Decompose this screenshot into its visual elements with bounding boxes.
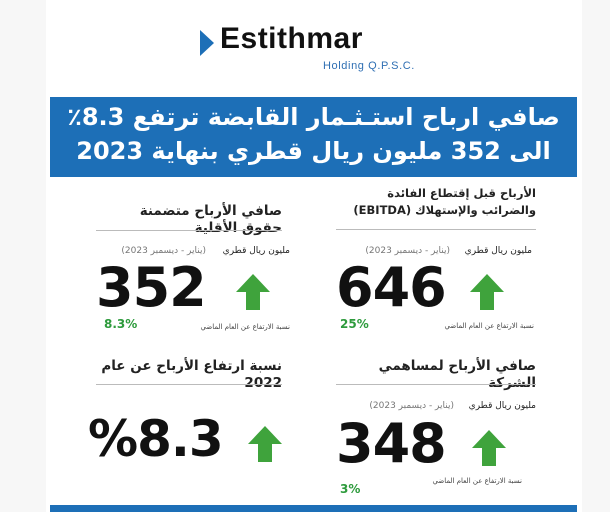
brand-logo: Estithmar Holding Q.P.S.C. bbox=[196, 22, 456, 74]
period-label: (يناير - ديسمبر 2023) bbox=[369, 401, 454, 411]
logo-chevron-icon bbox=[200, 30, 214, 56]
growth-value: 25% bbox=[340, 317, 369, 331]
growth-label: نسبة الارتفاع عن العام الماضي bbox=[444, 322, 534, 330]
growth-value: 8.3% bbox=[104, 317, 138, 331]
period-label: (يناير - ديسمبر 2023) bbox=[365, 246, 450, 256]
kpi-value: 646 bbox=[336, 256, 447, 319]
kpi-value: 348 bbox=[336, 412, 447, 475]
card-title-line-2: والضرائب والإستهلاك (EBITDA) bbox=[353, 203, 536, 217]
card-increase-vs-2022: نسبة ارتفاع الأرباح عن عام 2022 %8.3 bbox=[88, 358, 282, 478]
growth-value: 3% bbox=[340, 482, 361, 496]
card-ebitda: الأرباح قبل إقتطاع الفائدة والضرائب والإ… bbox=[336, 185, 536, 340]
kpi-value: 352 bbox=[96, 256, 207, 319]
headline-banner: صافي ارباح استـثـمار القابضة ترتفع 8.3٪ … bbox=[50, 97, 577, 177]
left-margin bbox=[0, 0, 46, 512]
divider bbox=[96, 384, 282, 385]
divider bbox=[336, 384, 536, 385]
headline-line-1: صافي ارباح استـثـمار القابضة ترتفع 8.3٪ bbox=[67, 103, 560, 131]
period-label: (يناير - ديسمبر 2023) bbox=[121, 246, 206, 256]
card-title: صافي الأرباح متضمنة حقوق الأقلية bbox=[139, 203, 282, 236]
footer-strip bbox=[50, 505, 577, 512]
up-arrow-icon bbox=[248, 426, 282, 462]
brand-subtitle: Holding Q.P.S.C. bbox=[323, 60, 415, 72]
up-arrow-icon bbox=[472, 430, 506, 466]
growth-label: نسبة الارتفاع عن العام الماضي bbox=[432, 477, 522, 485]
card-title: نسبة ارتفاع الأرباح عن عام 2022 bbox=[101, 358, 282, 391]
up-arrow-icon bbox=[470, 274, 504, 310]
kpi-value: %8.3 bbox=[88, 410, 224, 468]
card-title-line-1: الأرباح قبل إقتطاع الفائدة bbox=[387, 186, 536, 200]
card-net-profit-incl-minority: صافي الأرباح متضمنة حقوق الأقلية مليون ر… bbox=[96, 203, 290, 338]
unit-label: مليون ريال قطري bbox=[222, 246, 290, 256]
headline-line-2: الى 352 مليون ريال قطري بنهاية 2023 bbox=[76, 137, 551, 165]
card-title: صافي الأرباح لمساهمي الشركة bbox=[378, 358, 536, 391]
right-margin bbox=[582, 0, 610, 512]
growth-label: نسبة الارتفاع عن العام الماضي bbox=[200, 323, 290, 331]
unit-label: مليون ريال قطري bbox=[468, 401, 536, 411]
brand-name: Estithmar bbox=[220, 22, 363, 55]
divider bbox=[336, 229, 536, 230]
unit-label: مليون ريال قطري bbox=[464, 246, 532, 256]
up-arrow-icon bbox=[236, 274, 270, 310]
divider bbox=[96, 230, 282, 231]
card-net-profit-shareholders: صافي الأرباح لمساهمي الشركة مليون ريال ق… bbox=[336, 358, 536, 500]
infographic-sheet: Estithmar Holding Q.P.S.C. صافي ارباح اس… bbox=[46, 0, 582, 512]
